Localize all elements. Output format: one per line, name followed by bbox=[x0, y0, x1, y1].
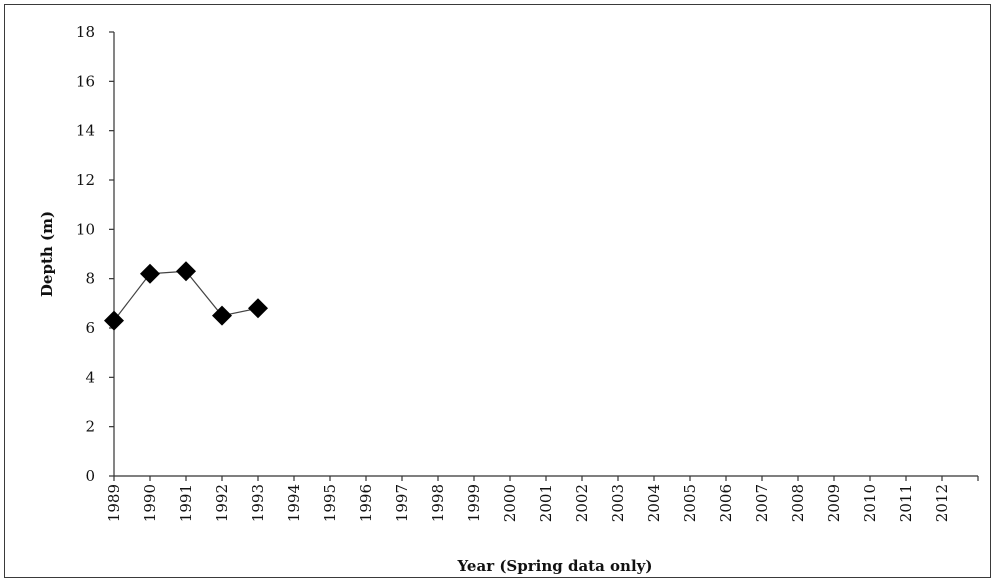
y-tick-label: 6 bbox=[85, 319, 95, 337]
data-point-marker bbox=[104, 310, 124, 331]
x-tick-label: 2000 bbox=[501, 484, 519, 522]
y-tick-label: 2 bbox=[85, 418, 95, 436]
y-tick-label: 4 bbox=[85, 368, 95, 386]
y-tick-label: 10 bbox=[76, 220, 95, 238]
x-tick-label: 2010 bbox=[861, 484, 879, 522]
x-tick-label: 1993 bbox=[249, 484, 267, 522]
x-tick-label: 2009 bbox=[825, 484, 843, 522]
data-point-marker bbox=[248, 298, 268, 319]
x-tick-label: 2012 bbox=[933, 484, 951, 522]
y-tick-label: 12 bbox=[76, 171, 95, 189]
data-point-marker bbox=[140, 263, 160, 284]
x-tick-label: 2008 bbox=[789, 484, 807, 522]
series-layer bbox=[104, 261, 268, 331]
y-tick-label: 0 bbox=[85, 467, 95, 485]
x-tick-label: 2006 bbox=[717, 484, 735, 522]
x-tick-label: 1994 bbox=[285, 484, 303, 522]
x-tick-label: 1998 bbox=[429, 484, 447, 522]
x-tick-label: 1996 bbox=[357, 484, 375, 522]
x-tick-label: 1995 bbox=[321, 484, 339, 522]
x-tick-label: 2001 bbox=[537, 484, 555, 522]
x-tick-label: 1991 bbox=[177, 484, 195, 522]
x-tick-label: 1997 bbox=[393, 484, 411, 522]
y-tick-label: 14 bbox=[76, 122, 95, 140]
chart-frame bbox=[4, 4, 991, 578]
x-tick-label: 2003 bbox=[609, 484, 627, 522]
x-axis-title: Year (Spring data only) bbox=[457, 557, 653, 575]
y-axis-title: Depth (m) bbox=[38, 211, 56, 297]
data-point-marker bbox=[176, 261, 196, 282]
x-tick-label: 1999 bbox=[465, 484, 483, 522]
x-tick-label: 1992 bbox=[213, 484, 231, 522]
x-tick-label: 1990 bbox=[141, 484, 159, 522]
y-tick-label: 16 bbox=[76, 72, 95, 90]
x-tick-label: 2007 bbox=[753, 484, 771, 522]
axes bbox=[113, 32, 978, 477]
y-ticks: 0 2 4 6 8 10 12 14 16 18 bbox=[76, 23, 114, 485]
x-tick-label: 1989 bbox=[105, 484, 123, 522]
x-ticks: 1989 1990 1991 1992 1993 1994 1995 1996 1997 1998… bbox=[105, 476, 979, 522]
x-tick-label: 2002 bbox=[573, 484, 591, 522]
x-tick-label: 2004 bbox=[645, 484, 663, 522]
y-tick-label: 18 bbox=[76, 23, 95, 41]
y-tick-label: 8 bbox=[85, 270, 95, 288]
x-tick-label: 2011 bbox=[897, 484, 915, 522]
x-tick-label: 2005 bbox=[681, 484, 699, 522]
data-point-marker bbox=[212, 305, 232, 326]
